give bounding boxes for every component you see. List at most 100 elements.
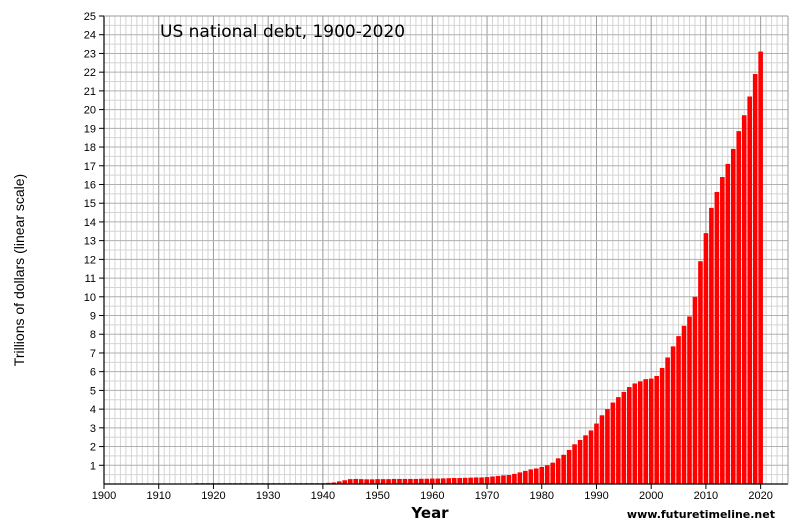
bar (741, 115, 747, 484)
bar (539, 466, 545, 484)
bar (457, 478, 462, 484)
x-axis-label: Year (410, 504, 449, 522)
bar (594, 423, 599, 484)
bar (720, 176, 725, 484)
y-tick-label: 12 (84, 254, 96, 266)
bar (588, 430, 594, 484)
bar (358, 479, 364, 484)
x-tick-label: 1980 (530, 490, 554, 502)
y-tick-label: 22 (84, 67, 96, 79)
bar (397, 478, 402, 484)
bar (533, 468, 539, 484)
bar (692, 296, 698, 484)
bar (643, 379, 649, 484)
bar (572, 444, 577, 484)
bar-series (194, 51, 763, 485)
y-tick-label: 8 (90, 329, 96, 341)
x-tick-label: 1950 (365, 490, 389, 502)
x-tick-label: 1970 (475, 490, 499, 502)
bar (512, 473, 517, 484)
bar (665, 357, 670, 484)
bar (698, 261, 703, 484)
bar (490, 476, 495, 484)
y-tick-label: 2 (90, 442, 96, 454)
bar (342, 480, 348, 484)
bar (621, 391, 627, 484)
bar (730, 148, 736, 485)
y-tick-label: 21 (84, 86, 96, 98)
bar (714, 191, 720, 484)
bar (528, 469, 534, 484)
bar (610, 402, 616, 484)
bar (440, 478, 446, 484)
bar (703, 233, 709, 484)
bar (408, 478, 413, 484)
y-tick-label: 25 (84, 11, 96, 23)
bar (550, 462, 556, 484)
y-tick-label: 3 (90, 423, 96, 435)
y-tick-label: 14 (84, 217, 96, 229)
bar (654, 375, 659, 484)
y-tick-label: 10 (84, 292, 96, 304)
bar (758, 51, 763, 485)
y-tick-label: 1 (90, 460, 96, 472)
bar (555, 458, 561, 484)
bar (616, 397, 621, 484)
bar (709, 207, 714, 484)
bar (747, 96, 752, 484)
bar (484, 477, 490, 484)
bar (566, 449, 572, 484)
bar (386, 479, 391, 484)
bar (627, 387, 632, 484)
y-tick-label: 16 (84, 179, 96, 191)
bar (424, 478, 430, 484)
bar (446, 478, 452, 484)
x-tick-label: 1900 (92, 490, 116, 502)
bar (736, 131, 742, 485)
bar (353, 478, 359, 484)
bar (468, 477, 473, 484)
bar (375, 479, 380, 484)
bar (583, 435, 588, 484)
bar (419, 478, 424, 484)
y-tick-label: 24 (84, 30, 96, 42)
bar (506, 475, 512, 484)
minor-gridlines (104, 16, 788, 484)
bar (561, 454, 566, 484)
x-tick-label: 2020 (748, 490, 772, 502)
bar (725, 163, 731, 484)
x-tick-label: 1940 (311, 490, 335, 502)
y-tick-label: 18 (84, 142, 96, 154)
bar (331, 482, 337, 484)
y-tick-label: 20 (84, 105, 96, 117)
bar (670, 346, 676, 484)
x-tick-label: 2000 (639, 490, 663, 502)
bar (523, 470, 528, 484)
bar (648, 378, 654, 484)
y-tick-label: 6 (90, 367, 96, 379)
y-tick-label: 19 (84, 123, 96, 135)
bar (632, 383, 638, 484)
chart-title: US national debt, 1900-2020 (160, 22, 405, 42)
bar (336, 481, 342, 484)
bar (391, 478, 397, 484)
bar (435, 478, 441, 484)
x-tick-label: 1930 (256, 490, 280, 502)
bar (462, 477, 468, 484)
bar (544, 465, 550, 484)
bar (380, 479, 386, 484)
bar (451, 478, 457, 484)
bar (637, 381, 643, 484)
x-tick-label: 1960 (420, 490, 444, 502)
y-tick-label: 7 (90, 348, 96, 360)
bar (473, 477, 479, 484)
x-tick-label: 1990 (584, 490, 608, 502)
x-tick-label: 1910 (146, 490, 170, 502)
bar (430, 478, 435, 484)
y-tick-label: 5 (90, 385, 96, 397)
bar (752, 74, 758, 485)
bar (659, 367, 665, 484)
bar (676, 336, 681, 484)
bar (364, 479, 369, 484)
